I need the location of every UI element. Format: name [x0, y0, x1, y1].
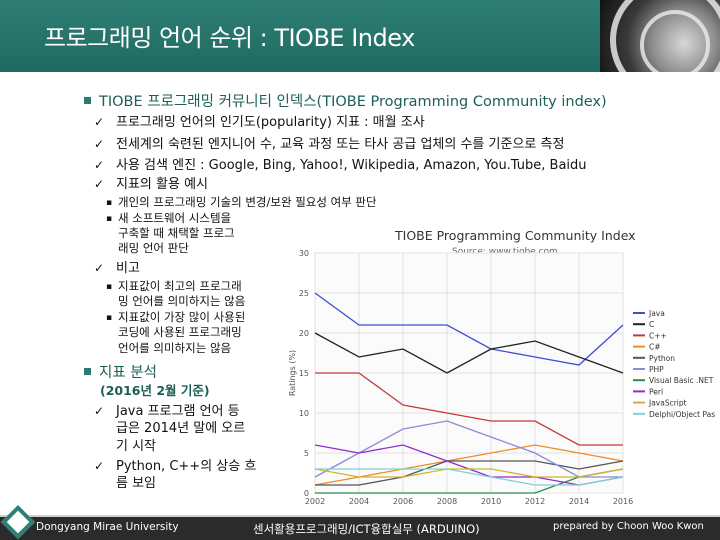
list-item: ✓ 프로그래밍 언어의 인기도(popularity) 지표 : 매월 조사 [94, 115, 425, 130]
x-tick-label: 2016 [613, 497, 633, 506]
check-icon: ✓ [94, 404, 105, 418]
legend-entry: Visual Basic .NET [649, 376, 714, 385]
list-item-continued: 급은 2014년 말에 오르 [116, 421, 246, 436]
x-tick-label: 2006 [393, 497, 413, 506]
legend-entry: PHP [649, 365, 664, 374]
list-item: ✓ Java 프로그램 언어 등 [94, 404, 240, 419]
section-heading-analysis: 지표 분석 [84, 364, 157, 383]
legend-entry: C [649, 320, 654, 329]
legend-entry: C++ [649, 331, 667, 340]
chart-source: Source: www.tiobe.com [452, 247, 558, 257]
series-line-delphi-object-pas [315, 468, 624, 486]
dot-bullet-icon: ▪ [106, 313, 113, 323]
square-bullet-icon [84, 97, 91, 104]
list-item-continued: 기 시작 [116, 439, 157, 454]
footer-author: prepared by Choon Woo Kwon [553, 521, 704, 532]
square-bullet-icon [84, 368, 91, 375]
legend-entry: JavaScript [648, 399, 687, 408]
legend-entry: Python [649, 354, 675, 363]
y-axis-label: Ratings (%) [288, 350, 297, 396]
legend-entry: C# [649, 343, 661, 352]
check-icon: ✓ [94, 261, 105, 275]
check-icon: ✓ [94, 459, 105, 473]
footer-bar [0, 517, 720, 540]
y-tick-label: 30 [299, 249, 309, 258]
series-line-php [314, 420, 623, 478]
sub-list-item-continued: 래밍 언어 판단 [118, 241, 189, 255]
check-icon: ✓ [94, 115, 105, 129]
x-tick-label: 2014 [569, 497, 589, 506]
list-item: ✓ 전세계의 숙련된 엔지니어 수, 교육 과정 또는 타사 공급 업체의 수를 … [94, 137, 565, 152]
y-tick-label: 25 [299, 289, 309, 298]
check-icon: ✓ [94, 177, 105, 191]
list-item: ✓ Python, C++의 상승 흐 [94, 459, 257, 474]
y-tick-label: 0 [304, 489, 309, 498]
tiobe-line-chart: 0 5 10 15 20 25 30 2002 2004 2006 2008 2010 2012 2014… [288, 249, 715, 506]
x-tick-label: 2004 [349, 497, 369, 506]
dot-bullet-icon: ▪ [106, 282, 113, 292]
series-line-python [315, 460, 624, 486]
sub-list-item-continued: 코딩에 사용된 프로그래밍 [118, 325, 242, 339]
page-title: 프로그래밍 언어 순위 : TIOBE Index [44, 24, 415, 52]
series-line-visual-basic-net [315, 468, 624, 494]
series-line-c- [314, 444, 624, 486]
y-tick-label: 5 [304, 449, 309, 458]
header-decoration-image [600, 0, 720, 72]
dot-bullet-icon: ▪ [106, 214, 113, 224]
series-line-javascript [314, 468, 624, 478]
x-tick-label: 2002 [305, 497, 325, 506]
y-tick-label: 20 [299, 329, 309, 338]
sub-list-item-continued: 밍 언어를 의미하지는 않음 [118, 294, 246, 308]
footer-university: Dongyang Mirae University [36, 521, 179, 533]
list-item: ✓ 사용 검색 엔진 : Google, Bing, Yahoo!, Wikipe… [94, 158, 587, 173]
check-icon: ✓ [94, 137, 105, 151]
sub-list-item: ▪ 개인의 프로그래밍 기술의 변경/보완 필요성 여부 판단 [106, 195, 377, 212]
check-icon: ✓ [94, 158, 105, 172]
legend-entry: Perl [649, 387, 663, 396]
sub-list-item-continued: 언어를 의미하지는 않음 [118, 341, 232, 355]
dot-bullet-icon: ▪ [106, 198, 113, 208]
list-item: ✓ 지표의 활용 예시 [94, 177, 208, 192]
x-tick-label: 2012 [525, 497, 545, 506]
series-line-c [314, 332, 624, 374]
list-item: ✓ 비고 [94, 261, 140, 276]
section-heading-tiobe: TIOBE 프로그래밍 커뮤니티 인덱스(TIOBE Programming C… [84, 93, 607, 112]
sub-list-item: ▪ 새 소프트웨어 시스템을 [106, 211, 231, 228]
series-line-c- [315, 372, 623, 446]
analysis-date-note: (2016년 2월 기준) [100, 383, 210, 398]
legend-entry: Java [648, 309, 665, 318]
y-tick-label: 15 [299, 369, 309, 378]
legend-entry: Delphi/Object Pas [649, 410, 715, 419]
sub-list-item: ▪ 지표값이 최고의 프로그래 [106, 279, 242, 296]
sub-list-item-continued: 구축할 때 채택할 프로그 [118, 226, 235, 240]
list-item-continued: 름 보임 [116, 476, 157, 491]
x-tick-label: 2010 [481, 497, 501, 506]
chart-title: TIOBE Programming Community Index [395, 228, 636, 243]
footer-course: 센서활용프로그래밍/ICT융합실무 (ARDUINO) [253, 522, 480, 536]
footer-divider [0, 515, 720, 517]
sub-list-item: ▪ 지표값이 가장 많이 사용된 [106, 310, 245, 327]
title-bar: 프로그래밍 언어 순위 : TIOBE Index [0, 0, 720, 72]
y-tick-label: 10 [299, 409, 309, 418]
x-tick-label: 2008 [437, 497, 457, 506]
series-line-java [314, 292, 624, 366]
